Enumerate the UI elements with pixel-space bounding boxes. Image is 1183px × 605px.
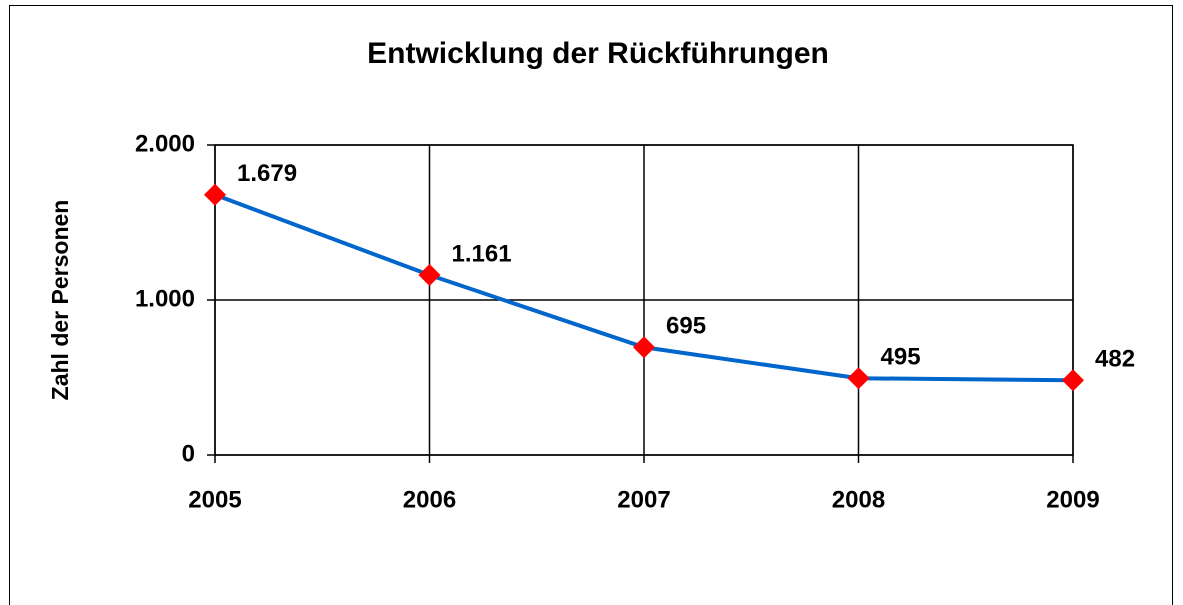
y-tick-label: 1.000 bbox=[135, 285, 195, 312]
x-tick-label: 2009 bbox=[1046, 486, 1099, 513]
data-label: 482 bbox=[1095, 346, 1135, 373]
x-tick-label: 2006 bbox=[403, 486, 456, 513]
data-label: 695 bbox=[666, 313, 706, 340]
y-tick-label: 2.000 bbox=[135, 130, 195, 157]
data-label: 1.679 bbox=[237, 160, 297, 187]
y-tick-label: 0 bbox=[182, 440, 195, 467]
marker bbox=[204, 183, 226, 206]
y-axis-label: Zahl der Personen bbox=[47, 200, 73, 401]
marker bbox=[418, 264, 441, 287]
data-label: 1.161 bbox=[452, 240, 512, 267]
x-tick-label: 2008 bbox=[832, 486, 885, 513]
marker bbox=[1062, 369, 1084, 392]
chart-title: Entwicklung der Rückführungen bbox=[367, 37, 829, 70]
x-tick-label: 2007 bbox=[617, 486, 670, 513]
data-label: 495 bbox=[881, 344, 921, 371]
marker bbox=[847, 367, 870, 390]
marker bbox=[633, 336, 655, 359]
x-tick-label: 2005 bbox=[188, 486, 241, 513]
